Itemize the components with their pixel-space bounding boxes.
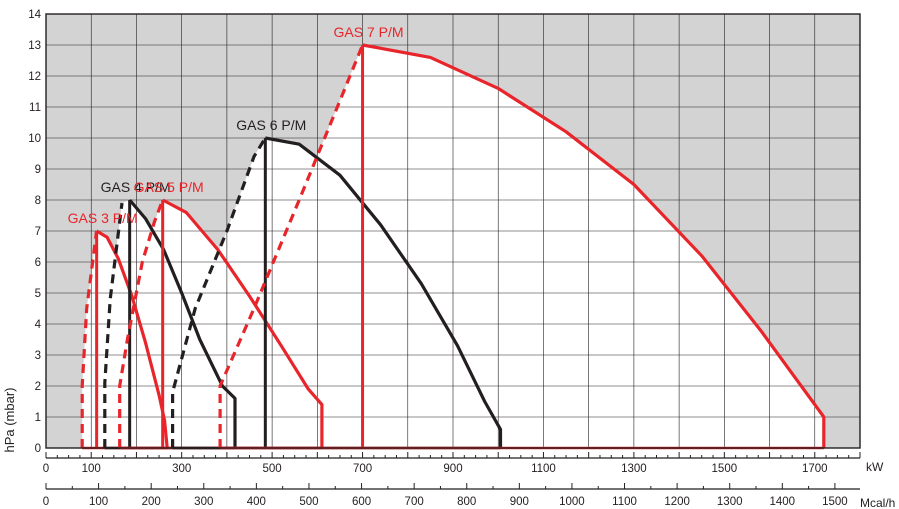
mcal-tick-label: 900 (510, 496, 529, 508)
kw-tick-label: 1100 (531, 463, 556, 475)
y-tick-label: 12 (28, 71, 41, 83)
working-area-fill (220, 45, 824, 448)
series-start-dashed (103, 202, 124, 448)
y-tick-label: 10 (28, 133, 41, 145)
mcal-tick-label: 1300 (717, 496, 743, 508)
series-start-dashed (218, 44, 365, 448)
series-start-dashed (80, 230, 99, 448)
mcal-tick-label: 300 (194, 496, 213, 508)
x-axis-unit-mcal: Mcal/h (860, 496, 895, 509)
x-axis-unit-kw: kW (866, 460, 884, 474)
y-tick-label: 14 (28, 9, 41, 21)
series-label: GAS 6 P/M (236, 117, 306, 133)
mcal-tick-label: 400 (247, 496, 266, 508)
series-label: GAS 5 P/M (134, 179, 204, 195)
kw-tick-label: 1500 (712, 463, 738, 475)
y-tick-label: 3 (35, 350, 41, 362)
mcal-tick-label: 0 (43, 496, 49, 508)
mcal-tick-label: 1400 (770, 496, 796, 508)
y-tick-label: 5 (35, 288, 41, 300)
mcal-tick-label: 500 (299, 496, 318, 508)
mcal-tick-label: 1100 (612, 496, 637, 508)
kw-tick-label: 100 (82, 463, 101, 475)
y-tick-label: 6 (35, 257, 41, 269)
kw-tick-label: 0 (43, 463, 49, 475)
mcal-tick-label: 1500 (822, 496, 848, 508)
x-tick-labels-kw: 0 100 300 500 700 900 1100 1300 1500 1700 (43, 463, 828, 475)
y-tick-label: 9 (35, 164, 41, 176)
mcal-tick-label: 700 (405, 496, 424, 508)
series-max-curve (265, 136, 503, 448)
y-tick-label: 1 (35, 412, 41, 424)
series-start-dashed (118, 199, 165, 448)
y-tick-label: 2 (35, 381, 41, 393)
kw-tick-label: 1300 (621, 463, 647, 475)
mcal-tick-label: 1000 (559, 496, 585, 508)
series-start-dashed (171, 137, 267, 448)
axes (45, 13, 861, 490)
series-label: GAS 4 P/M (101, 179, 171, 195)
series-max-curve (128, 198, 237, 448)
series-label: GAS 3 P/M (68, 210, 138, 226)
kw-tick-label: 900 (443, 463, 462, 475)
y-tick-label: 4 (35, 319, 42, 331)
kw-tick-label: 1700 (802, 463, 828, 475)
y-tick-label: 13 (28, 40, 41, 52)
y-tick-label: 8 (35, 195, 41, 207)
series-label: GAS 7 P/M (334, 24, 404, 40)
series-max-curve (362, 43, 826, 448)
mcal-tick-label: 100 (89, 496, 108, 508)
kw-tick-label: 700 (353, 463, 372, 475)
x-tick-labels-mcal: 0 100 200 300 400 500 600 700 800 900 1000 1100 1200… (43, 496, 848, 508)
kw-tick-label: 500 (263, 463, 282, 475)
y-tick-label: 0 (35, 443, 41, 455)
y-tick-label: 11 (29, 102, 41, 114)
mcal-tick-label: 800 (457, 496, 476, 508)
kw-tick-label: 300 (172, 463, 191, 475)
mcal-tick-label: 200 (142, 496, 161, 508)
mcal-tick-label: 1200 (664, 496, 690, 508)
y-tick-label: 7 (35, 226, 41, 238)
plot-frame (45, 13, 861, 449)
y-axis-label: hPa (mbar) (2, 387, 17, 452)
mcal-tick-label: 600 (352, 496, 371, 508)
